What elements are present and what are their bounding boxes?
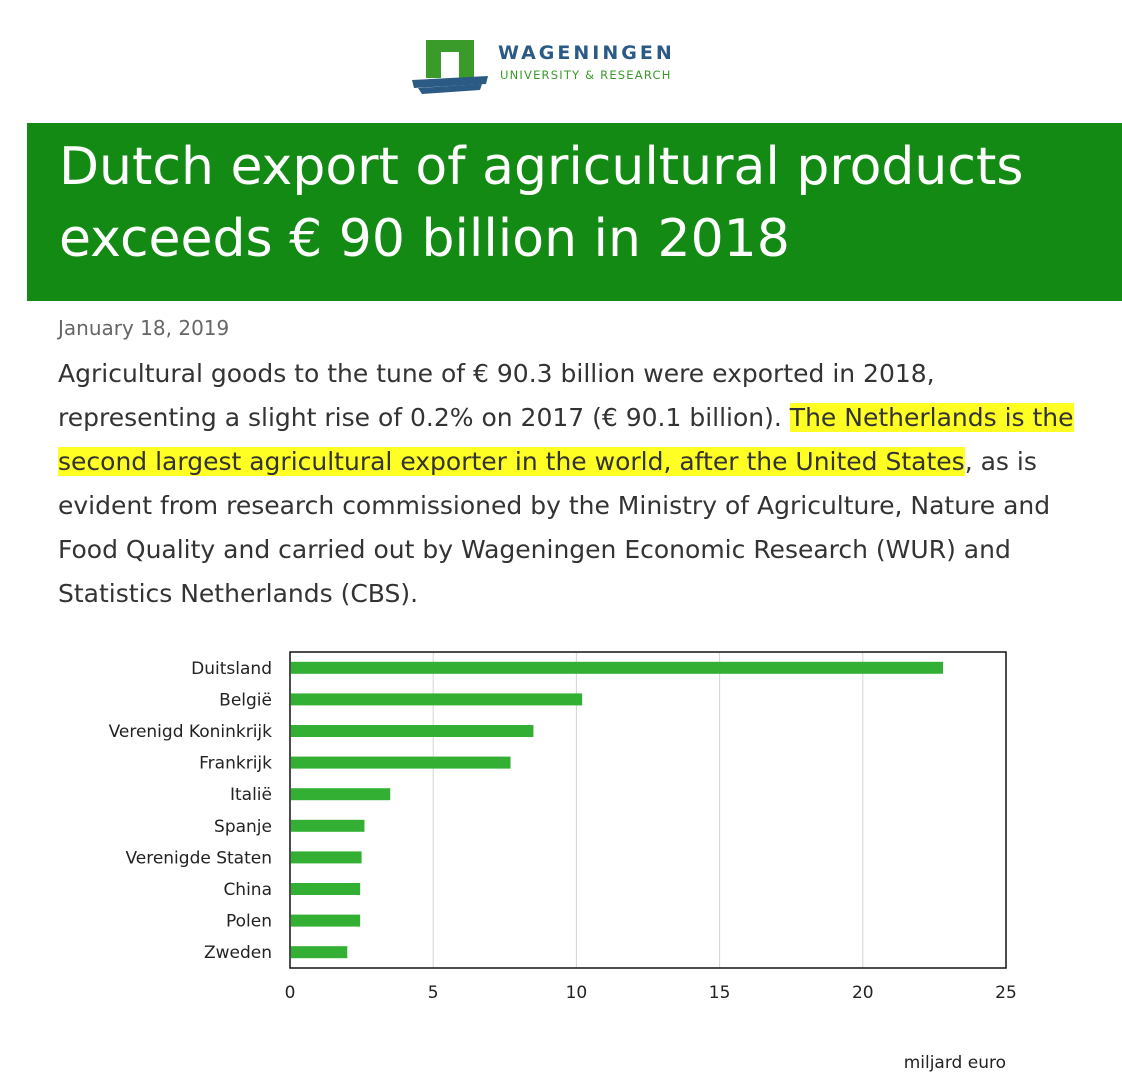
category-label: Polen [226,912,272,932]
logo-subtitle: UNIVERSITY & RESEARCH [500,68,672,82]
x-tick-label: 0 [285,983,296,1003]
x-tick-label: 5 [428,983,439,1003]
category-label: Frankrijk [199,754,272,774]
bar-4 [291,788,391,801]
category-label: Verenigde Staten [125,848,272,868]
bar-9 [291,946,348,959]
article-title: Dutch export of agricultural products ex… [59,137,1024,269]
wur-logo-icon [412,40,488,94]
body-text-part2: , as is evident from research commission… [58,447,1051,608]
x-tick-label: 20 [852,983,874,1003]
title-banner: Dutch export of agricultural products ex… [27,123,1122,301]
x-axis-label: miljard euro [904,1053,1006,1073]
category-label: Verenigd Koninkrijk [109,722,273,742]
bar-5 [291,819,365,832]
x-tick-label: 15 [709,983,731,1003]
category-label: België [219,690,272,710]
bar-1 [291,693,583,706]
category-label: China [223,880,272,900]
x-tick-label: 25 [995,983,1017,1003]
category-label: Zweden [204,943,272,963]
article-date: January 18, 2019 [58,316,230,340]
article-body: Agricultural goods to the tune of € 90.3… [58,352,1088,616]
chart-svg: Duitsland België Verenigd Koninkrijk Frankr… [109,651,1017,1073]
bar-8 [291,914,361,927]
plot-frame [289,651,1007,969]
wageningen-logo[interactable]: WAGENINGEN UNIVERSITY & RESEARCH [410,38,710,98]
bar-3 [291,756,511,769]
category-label: Spanje [214,817,272,837]
bar-2 [291,725,534,737]
bar-0 [291,661,943,674]
category-label: Italië [230,785,272,805]
category-label: Duitsland [191,659,272,679]
body-text-part1: Agricultural goods to the tune of € 90.3… [58,359,935,432]
bar-7 [291,883,361,895]
logo-wordmark: WAGENINGEN [498,42,675,64]
export-bar-chart: Duitsland België Verenigd Koninkrijk Frankr… [0,640,1122,1080]
x-tick-label: 10 [566,983,588,1003]
bar-6 [291,851,362,864]
